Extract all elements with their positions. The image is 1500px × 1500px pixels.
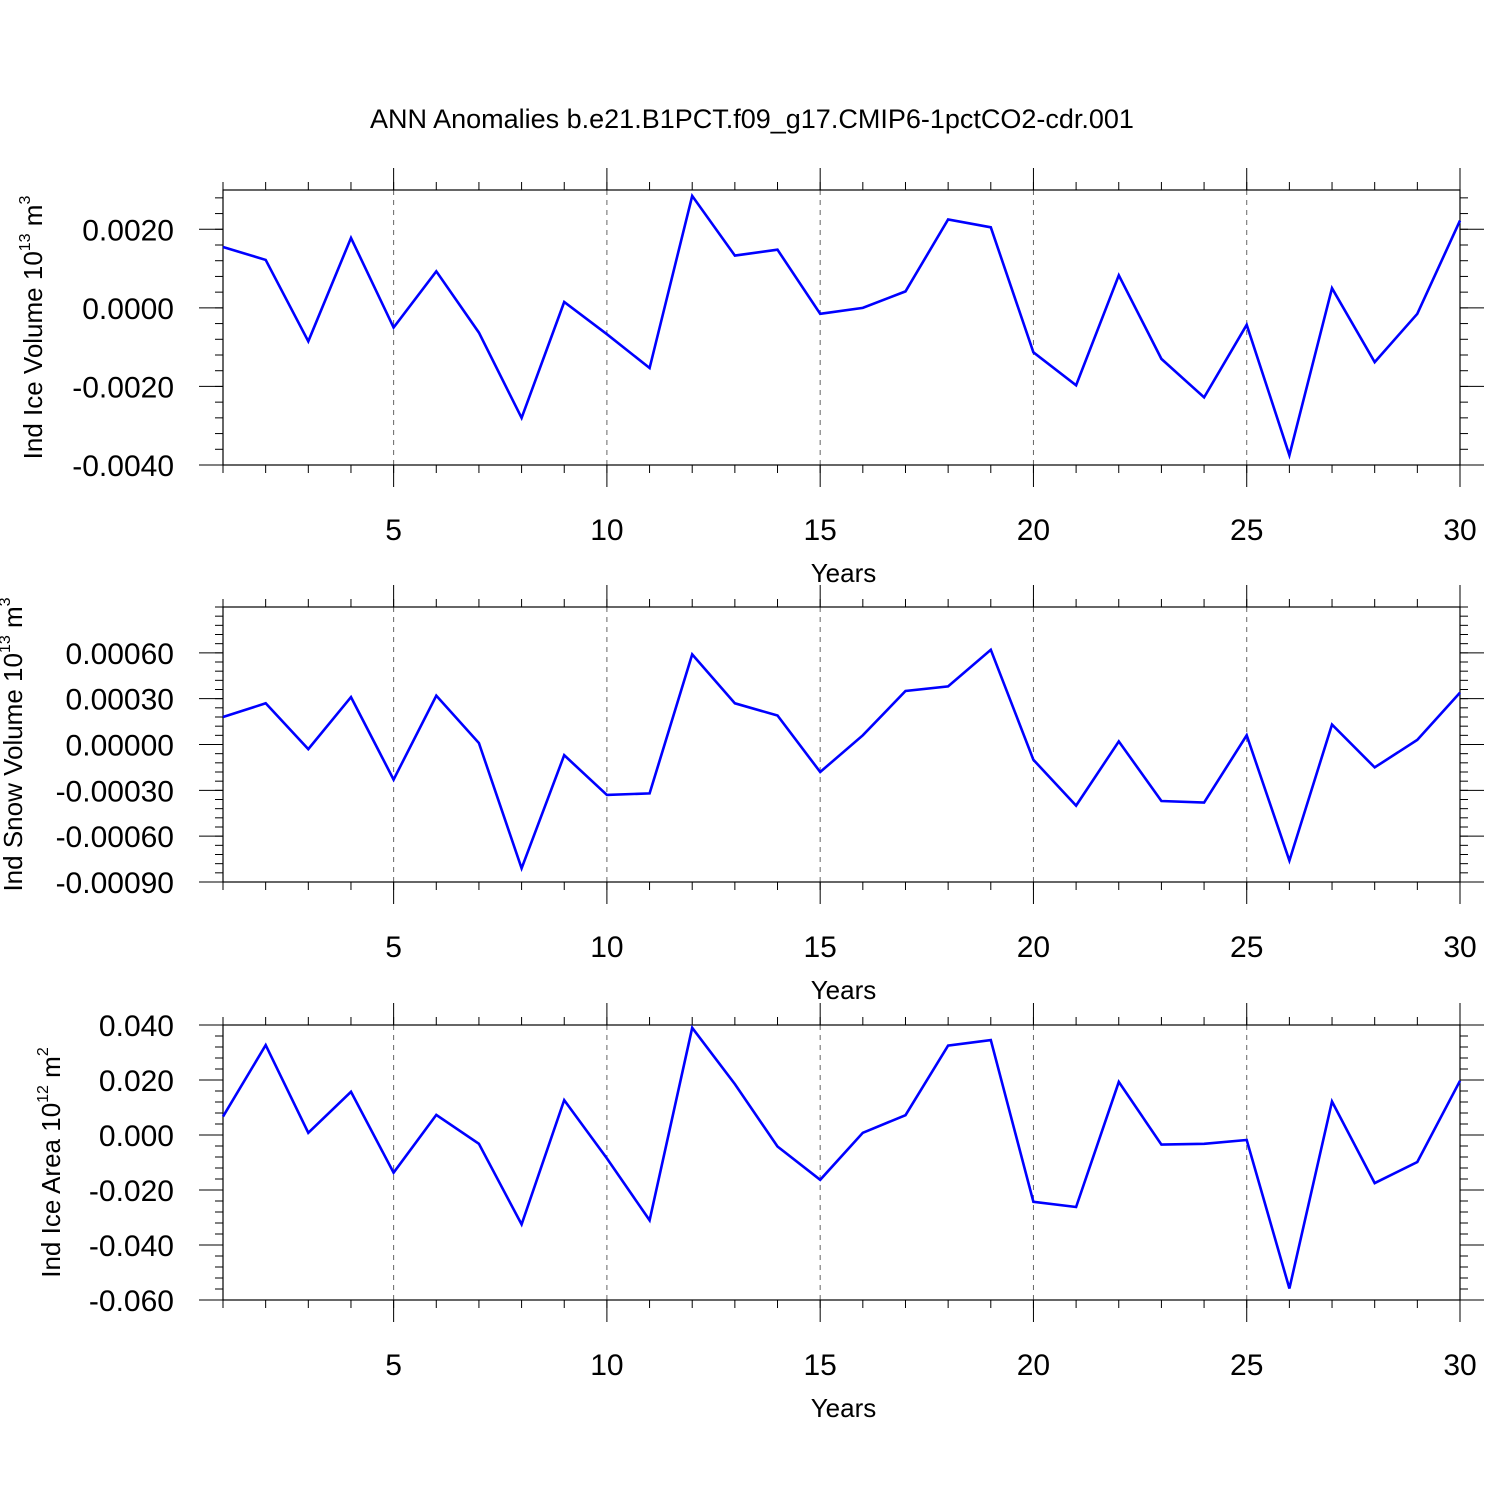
- x-tick-label: 20: [1017, 514, 1050, 547]
- x-tick-label: 30: [1443, 1349, 1476, 1382]
- x-tick-label: 5: [385, 931, 402, 964]
- x-tick-label: 20: [1017, 1349, 1050, 1382]
- y-tick-label: 0.0000: [82, 293, 174, 326]
- panels-group: 5 10 15 20 25 30 0.0020 0.0000 -0.0020 -0.0040 Yea…: [0, 168, 1484, 1423]
- x-tick-label: 25: [1230, 1349, 1263, 1382]
- y-axis-title: Ind Ice Area 1012 m2: [35, 1047, 66, 1278]
- y-tick-label: 0.00060: [66, 638, 174, 671]
- x-tick-label: 25: [1230, 931, 1263, 964]
- x-tick-label: 10: [590, 931, 623, 964]
- x-axis-title: Years: [811, 558, 877, 588]
- x-tick-label: 10: [590, 1349, 623, 1382]
- chart-title: ANN Anomalies b.e21.B1PCT.f09_g17.CMIP6-…: [370, 104, 1134, 134]
- y-tick-label: 0.000: [99, 1120, 174, 1153]
- x-tick-label: 10: [590, 514, 623, 547]
- x-axis-title: Years: [811, 1393, 877, 1423]
- y-tick-label: -0.060: [89, 1285, 174, 1318]
- plot-frame: [222, 606, 1461, 883]
- y-tick-label: -0.0020: [72, 371, 174, 404]
- panel-1: 5 10 15 20 25 30 0.0020 0.0000 -0.0020 -0.0040 Yea…: [17, 168, 1484, 588]
- panel-3: 5 10 15 20 25 30 0.040 0.020 0.000 -0.020 -0.040 -0…: [35, 1003, 1484, 1423]
- x-tick-label: 5: [385, 1349, 402, 1382]
- plot-frame: [222, 1024, 1461, 1301]
- y-axis-title: Ind Snow Volume 1013 m3: [0, 597, 28, 891]
- y-tick-label: 0.0020: [82, 214, 174, 247]
- y-tick-label: -0.00090: [56, 867, 174, 900]
- x-tick-label: 5: [385, 514, 402, 547]
- data-series-line: [221, 1024, 1462, 1289]
- y-tick-label: -0.040: [89, 1230, 174, 1263]
- x-tick-label: 15: [803, 1349, 836, 1382]
- y-tick-label: -0.00030: [56, 775, 174, 808]
- x-tick-label: 20: [1017, 931, 1050, 964]
- x-tick-label: 30: [1443, 514, 1476, 547]
- x-tick-label: 15: [803, 931, 836, 964]
- y-tick-label: 0.00030: [66, 684, 174, 717]
- panel-2: 5 10 15 20 25 30 0.00060 0.00030 0.00000 -0.00030…: [0, 585, 1484, 1005]
- data-series-line: [222, 647, 1461, 873]
- y-axis-title: Ind Ice Volume 1013 m3: [17, 196, 48, 460]
- plot-frame: [222, 189, 1461, 466]
- data-series-line: [222, 192, 1462, 460]
- x-axis-title: Years: [811, 975, 877, 1005]
- y-tick-label: 0.00000: [66, 730, 174, 763]
- y-tick-label: -0.0040: [72, 450, 174, 483]
- x-tick-label: 15: [803, 514, 836, 547]
- y-tick-label: 0.040: [99, 1010, 174, 1043]
- y-tick-label: 0.020: [99, 1065, 174, 1098]
- y-tick-label: -0.00060: [56, 821, 174, 854]
- y-tick-label: -0.020: [89, 1175, 174, 1208]
- x-tick-label: 30: [1443, 931, 1476, 964]
- x-tick-label: 25: [1230, 514, 1263, 547]
